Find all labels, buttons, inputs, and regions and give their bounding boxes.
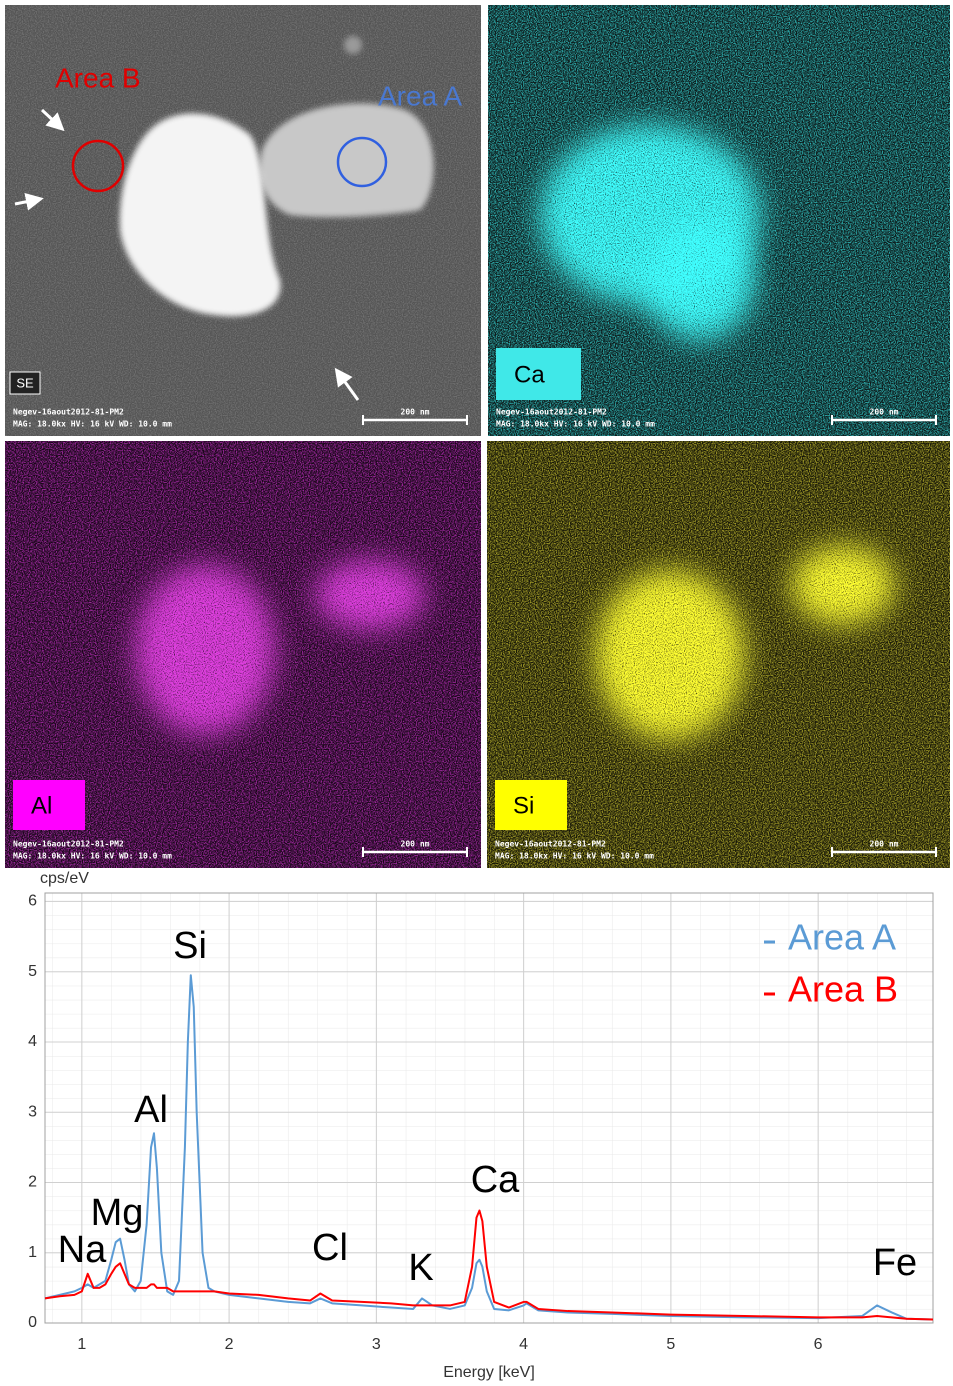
y-tick-label: 0 — [28, 1314, 37, 1331]
footer-text: Negev-16aout2012-81-PM2 — [13, 408, 124, 417]
y-tick-label: 5 — [28, 963, 37, 980]
element-signal — [595, 570, 745, 740]
label-box — [495, 780, 567, 830]
pointer-arrow — [40, 108, 65, 132]
minor-grid — [45, 893, 933, 1323]
area-label: Area B — [55, 62, 141, 93]
footer-text: MAG: 18.0kx HV: 16 kV WD: 10.0 mm — [13, 420, 172, 429]
plot-frame — [44, 892, 934, 1324]
y-axis-label: cps/eV — [40, 870, 89, 887]
area-label: Area A — [378, 80, 462, 111]
element-signal — [135, 565, 275, 735]
particle-main — [119, 113, 281, 317]
scale-bar-label: 200 nm — [870, 840, 899, 849]
peak-label: Cl — [312, 1227, 348, 1269]
micrograph-panel: Al Negev-16aout2012-81-PM2 MAG: 18.0kx HV:… — [5, 441, 481, 868]
footer-text: Negev-16aout2012-81-PM2 — [13, 840, 124, 849]
debris — [344, 36, 362, 54]
peak-label: Ca — [471, 1159, 520, 1201]
micrograph-panel: Area B Area A SE Negev-16aout2012-81-PM2 MAG… — [5, 5, 481, 436]
element-signal — [315, 560, 425, 630]
footer-text: Negev-16aout2012-81-PM2 — [496, 408, 607, 417]
x-tick-label: 2 — [225, 1336, 234, 1353]
footer-text: MAG: 18.0kx HV: 16 kV WD: 10.0 mm — [496, 420, 655, 429]
micrograph-panel: Si Negev-16aout2012-81-PM2 MAG: 18.0kx HV:… — [487, 441, 950, 868]
scale-bar-label: 200 nm — [401, 408, 430, 417]
micrographs: Area B Area A SE Negev-16aout2012-81-PM2 MAG… — [5, 5, 950, 868]
scale-bar-label: 200 nm — [401, 840, 430, 849]
pointer-arrow — [14, 192, 44, 211]
micrograph-panel: Ca Negev-16aout2012-81-PM2 MAG: 18.0kx HV:… — [488, 5, 950, 436]
panel-label: Si — [513, 792, 534, 819]
panel-label: Al — [31, 792, 52, 819]
y-tick-label: 3 — [28, 1103, 37, 1120]
panel-label: Ca — [514, 361, 545, 388]
peak-label: Fe — [873, 1242, 917, 1284]
element-signal — [645, 220, 755, 340]
particle-a — [259, 103, 434, 218]
x-tick-label: 3 — [372, 1336, 381, 1353]
footer-text: Negev-16aout2012-81-PM2 — [495, 840, 606, 849]
legend-label: Area B — [788, 969, 898, 1010]
x-tick-label: 5 — [666, 1336, 675, 1353]
y-tick-label: 6 — [28, 893, 37, 910]
legend-label: Area A — [788, 917, 896, 958]
y-tick-label: 4 — [28, 1033, 37, 1050]
footer-text: MAG: 18.0kx HV: 16 kV WD: 10.0 mm — [13, 852, 172, 861]
x-tick-label: 1 — [77, 1336, 86, 1353]
peak-label: Mg — [91, 1192, 144, 1234]
peak-label: Si — [173, 925, 207, 967]
label-box — [9, 371, 41, 395]
label-box — [13, 780, 85, 830]
spectrum-line — [44, 974, 934, 1321]
x-tick-label: 4 — [519, 1336, 528, 1353]
panel-label: SE — [16, 375, 34, 390]
label-box — [496, 348, 581, 400]
area-a-circle — [336, 136, 388, 188]
y-tick-label: 1 — [28, 1244, 37, 1261]
footer-text: MAG: 18.0kx HV: 16 kV WD: 10.0 mm — [495, 852, 654, 861]
area-b-circle — [71, 139, 125, 193]
peak-label: Al — [134, 1089, 168, 1131]
y-tick-label: 2 — [28, 1174, 37, 1191]
spectrum-line — [44, 1209, 934, 1321]
peak-label: K — [408, 1247, 433, 1289]
peak-label: Na — [58, 1229, 107, 1271]
scale-bar-label: 200 nm — [870, 408, 899, 417]
x-axis-label: Energy [keV] — [443, 1364, 535, 1381]
element-signal — [791, 545, 895, 625]
x-tick-label: 6 — [814, 1336, 823, 1353]
pointer-arrow — [334, 367, 360, 401]
